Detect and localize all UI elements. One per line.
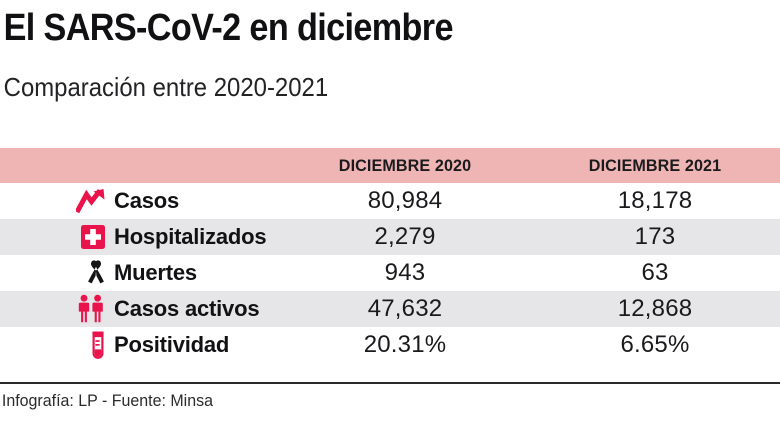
source-credit: Infografía: LP - Fuente: Minsa <box>1 391 213 410</box>
metric-label-positividad: Positividad <box>114 332 230 357</box>
two-people-icon <box>76 294 106 323</box>
column-header-diciembre-2021: DICIEMBRE 2021 <box>588 155 722 175</box>
row-icon-cell <box>0 291 112 327</box>
value-hospitalizados-2021: 173 <box>634 223 676 250</box>
page-subtitle: Comparación entre 2020-2021 <box>3 72 329 102</box>
column-header-diciembre-2020: DICIEMBRE 2020 <box>338 155 472 175</box>
metric-label-casos-activos: Casos activos <box>114 296 260 321</box>
table-row: Muertes 943 63 <box>0 255 780 291</box>
value-casos-activos-2021: 12,868 <box>617 295 693 322</box>
metric-label-hospitalizados: Hospitalizados <box>114 224 267 249</box>
mourning-ribbon-icon <box>86 260 106 284</box>
comparison-table: DICIEMBRE 2020 DICIEMBRE 2021 <box>0 148 780 363</box>
table-header-row: DICIEMBRE 2020 DICIEMBRE 2021 <box>0 148 780 183</box>
value-muertes-2020: 943 <box>384 259 426 286</box>
table-row: Positividad 20.31% 6.65% <box>0 327 780 363</box>
value-casos-2021: 18,178 <box>617 187 693 214</box>
row-icon-cell <box>0 219 112 255</box>
comparison-table-container: DICIEMBRE 2020 DICIEMBRE 2021 <box>0 148 780 363</box>
value-positividad-2020: 20.31% <box>363 331 447 358</box>
metric-label-muertes: Muertes <box>114 260 197 285</box>
table-header-icon-spacer <box>2 148 110 183</box>
table-row: Hospitalizados 2,279 173 <box>0 219 780 255</box>
table-row: Casos 80,984 18,178 <box>0 183 780 219</box>
value-positividad-2021: 6.65% <box>620 331 690 358</box>
value-casos-activos-2020: 47,632 <box>367 295 443 322</box>
footer-divider <box>0 382 780 384</box>
page-title: El SARS-CoV-2 en diciembre <box>3 7 454 49</box>
row-icon-cell <box>0 255 112 291</box>
row-icon-cell <box>0 183 112 219</box>
value-muertes-2021: 63 <box>641 259 669 286</box>
value-hospitalizados-2020: 2,279 <box>374 223 436 250</box>
table-header-label-spacer <box>116 148 276 183</box>
value-casos-2020: 80,984 <box>367 187 443 214</box>
trending-up-arrow-icon <box>76 188 106 214</box>
footer: Infografía: LP - Fuente: Minsa <box>0 382 780 411</box>
metric-label-casos: Casos <box>114 188 180 213</box>
row-icon-cell <box>0 327 112 363</box>
table-row: Casos activos 47,632 12,868 <box>0 291 780 327</box>
test-tube-icon <box>90 331 106 359</box>
table-header: DICIEMBRE 2020 DICIEMBRE 2021 <box>0 148 780 183</box>
table-body: Casos 80,984 18,178 Hospitaliz <box>0 183 780 363</box>
medical-cross-icon <box>80 225 106 249</box>
